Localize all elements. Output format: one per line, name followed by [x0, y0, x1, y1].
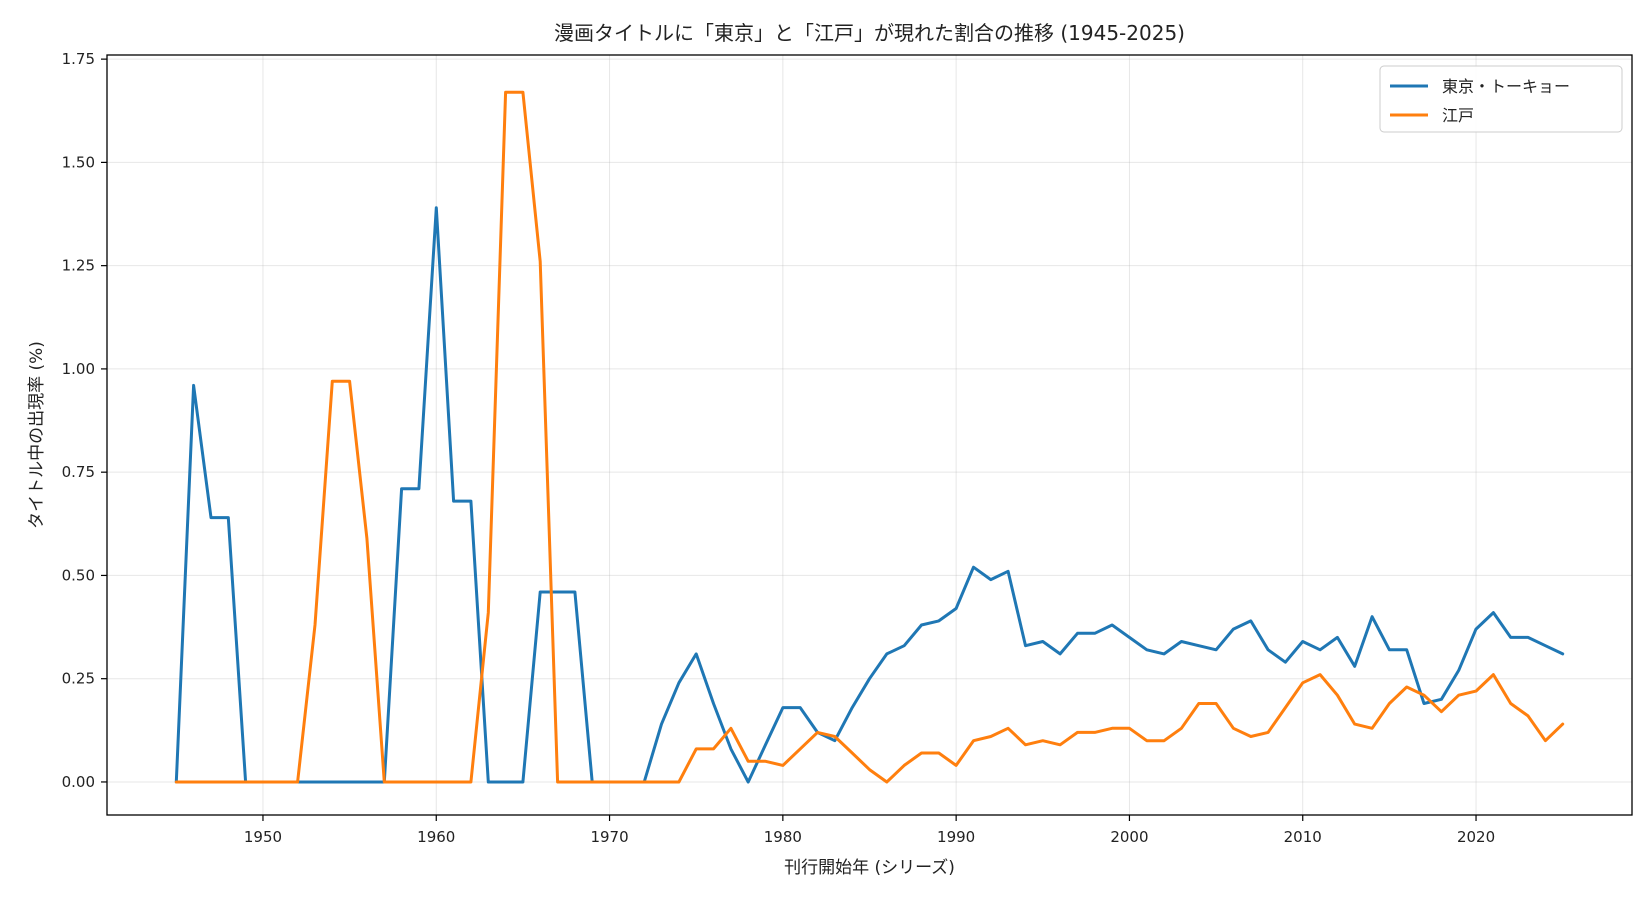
- x-tick-label: 1980: [764, 828, 802, 846]
- grid: [107, 55, 1632, 815]
- legend-label: 江戸: [1442, 106, 1474, 125]
- x-tick-label: 1970: [590, 828, 628, 846]
- y-tick-label: 0.50: [62, 566, 95, 584]
- y-axis-ticks: 0.00 0.25 0.50 0.75 1.00 1.25 1.50 1.75: [62, 50, 107, 791]
- x-axis-ticks: 1950 1960 1970 1980 1990 2000 2010 2020: [244, 815, 1495, 846]
- chart-title: 漫画タイトルに「東京」と「江戸」が現れた割合の推移 (1945-2025): [554, 21, 1185, 45]
- x-axis-label: 刊行開始年 (シリーズ): [784, 858, 955, 878]
- plot-frame: [106, 54, 1633, 816]
- series-line-1: [174, 206, 1565, 784]
- legend-box: [1379, 65, 1623, 133]
- x-tick-label: 1990: [937, 828, 975, 846]
- x-tick-label: 2020: [1457, 828, 1495, 846]
- x-tick-label: 1950: [244, 828, 282, 846]
- series-line-2: [174, 90, 1565, 784]
- y-tick-label: 1.75: [62, 50, 95, 68]
- y-tick-label: 0.00: [62, 773, 95, 791]
- x-tick-label: 2000: [1110, 828, 1148, 846]
- series-lines: [174, 90, 1565, 784]
- y-tick-label: 1.25: [62, 257, 95, 275]
- x-tick-label: 1960: [417, 828, 455, 846]
- y-tick-label: 1.50: [62, 153, 95, 171]
- y-axis-label: タイトル中の出現率 (%): [27, 341, 47, 529]
- y-tick-label: 1.00: [62, 360, 95, 378]
- x-tick-label: 2010: [1284, 828, 1322, 846]
- y-tick-label: 0.25: [62, 670, 95, 688]
- legend-label: 東京・トーキョー: [1442, 77, 1570, 96]
- y-tick-label: 0.75: [62, 463, 95, 481]
